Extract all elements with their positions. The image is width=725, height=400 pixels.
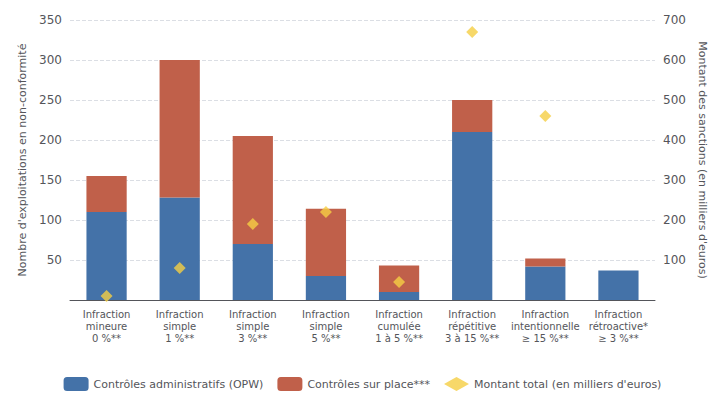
svg-text:1 à 5 %**: 1 à 5 %** xyxy=(375,333,423,344)
svg-text:répétitive: répétitive xyxy=(448,321,496,332)
svg-text:Infraction: Infraction xyxy=(375,309,423,320)
svg-text:Montant des sanctions (en mill: Montant des sanctions (en milliers d'eur… xyxy=(696,41,709,279)
svg-text:Contrôles administratifs (OPW): Contrôles administratifs (OPW) xyxy=(94,378,264,391)
svg-text:100: 100 xyxy=(663,253,686,267)
svg-text:≥ 15 %**: ≥ 15 %** xyxy=(522,333,569,344)
svg-text:150: 150 xyxy=(39,173,62,187)
svg-text:3 à 15 %**: 3 à 15 %** xyxy=(445,333,499,344)
svg-text:200: 200 xyxy=(39,133,62,147)
svg-text:300: 300 xyxy=(39,53,62,67)
svg-text:200: 200 xyxy=(663,213,686,227)
svg-text:50: 50 xyxy=(47,253,62,267)
svg-text:intentionnelle: intentionnelle xyxy=(511,321,580,332)
svg-text:3 %**: 3 %** xyxy=(238,333,267,344)
svg-text:Nombre d'exploitations en non-: Nombre d'exploitations en non-conformité xyxy=(16,43,29,276)
svg-text:5 %**: 5 %** xyxy=(311,333,340,344)
svg-text:Infraction: Infraction xyxy=(302,309,350,320)
svg-text:350: 350 xyxy=(39,13,62,27)
svg-text:500: 500 xyxy=(663,93,686,107)
svg-text:rétroactive*: rétroactive* xyxy=(589,321,648,332)
svg-text:Infraction: Infraction xyxy=(156,309,204,320)
svg-text:300: 300 xyxy=(663,173,686,187)
svg-text:Contrôles sur place***: Contrôles sur place*** xyxy=(307,378,430,391)
svg-text:simple: simple xyxy=(309,321,342,332)
svg-text:simple: simple xyxy=(163,321,196,332)
svg-text:Infraction: Infraction xyxy=(229,309,277,320)
svg-text:0 %**: 0 %** xyxy=(92,333,121,344)
svg-text:cumulée: cumulée xyxy=(378,321,421,332)
svg-text:Infraction: Infraction xyxy=(448,309,496,320)
svg-text:Infraction: Infraction xyxy=(83,309,131,320)
svg-text:100: 100 xyxy=(39,213,62,227)
svg-text:Infraction: Infraction xyxy=(521,309,569,320)
svg-text:250: 250 xyxy=(39,93,62,107)
svg-text:700: 700 xyxy=(663,13,686,27)
svg-text:simple: simple xyxy=(236,321,269,332)
svg-text:1 %**: 1 %** xyxy=(165,333,194,344)
svg-text:600: 600 xyxy=(663,53,686,67)
svg-text:Montant total (en milliers d'e: Montant total (en milliers d'euros) xyxy=(474,378,661,391)
svg-text:400: 400 xyxy=(663,133,686,147)
svg-text:mineure: mineure xyxy=(86,321,127,332)
svg-text:≥ 3 %**: ≥ 3 %** xyxy=(598,333,639,344)
svg-text:Infraction: Infraction xyxy=(595,309,643,320)
